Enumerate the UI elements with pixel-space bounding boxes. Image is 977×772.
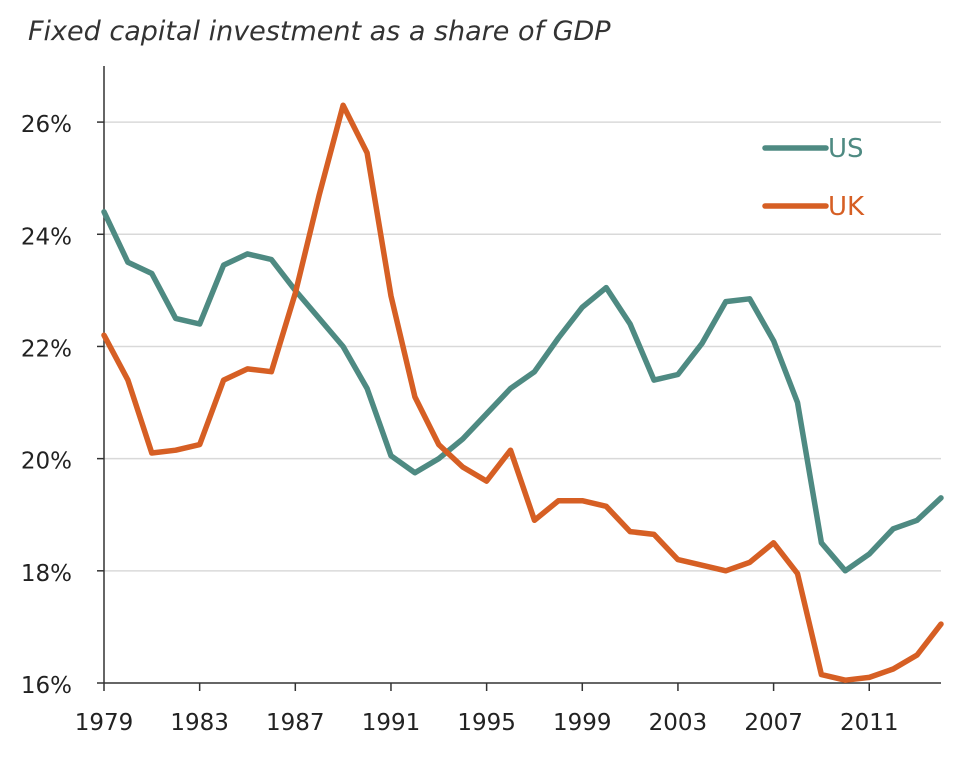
x-tick-label: 2011 [840, 710, 899, 736]
axes: 16% 18% 20% 22% 24% 26% 1979 1983 1987 1991 1995 19… [21, 66, 941, 736]
series-line-uk [101, 102, 944, 683]
x-tick-label: 1979 [75, 710, 134, 736]
x-tick-label: 1987 [266, 710, 325, 736]
grid-lines [104, 121, 941, 572]
legend-label-us: US [828, 134, 864, 164]
x-tick-label: 1983 [170, 710, 229, 736]
y-tick-label: 24% [21, 224, 72, 250]
legend-label-uk: UK [828, 192, 865, 222]
x-tick-label: 2007 [744, 710, 803, 736]
x-tick-label: 1999 [553, 710, 612, 736]
x-tick-label: 1995 [457, 710, 516, 736]
legend: US UK [762, 134, 865, 222]
x-tick-label: 1991 [362, 710, 421, 736]
y-tick-label: 20% [21, 449, 72, 475]
series-lines [101, 102, 944, 683]
y-tick-label: 26% [21, 112, 72, 138]
y-tick-label: 18% [21, 561, 72, 587]
x-tick-label: 2003 [649, 710, 708, 736]
chart-title: Fixed capital investment as a share of G… [28, 16, 611, 47]
series-line-us [101, 209, 944, 574]
y-tick-label: 22% [21, 336, 72, 362]
y-tick-label: 16% [21, 673, 72, 699]
